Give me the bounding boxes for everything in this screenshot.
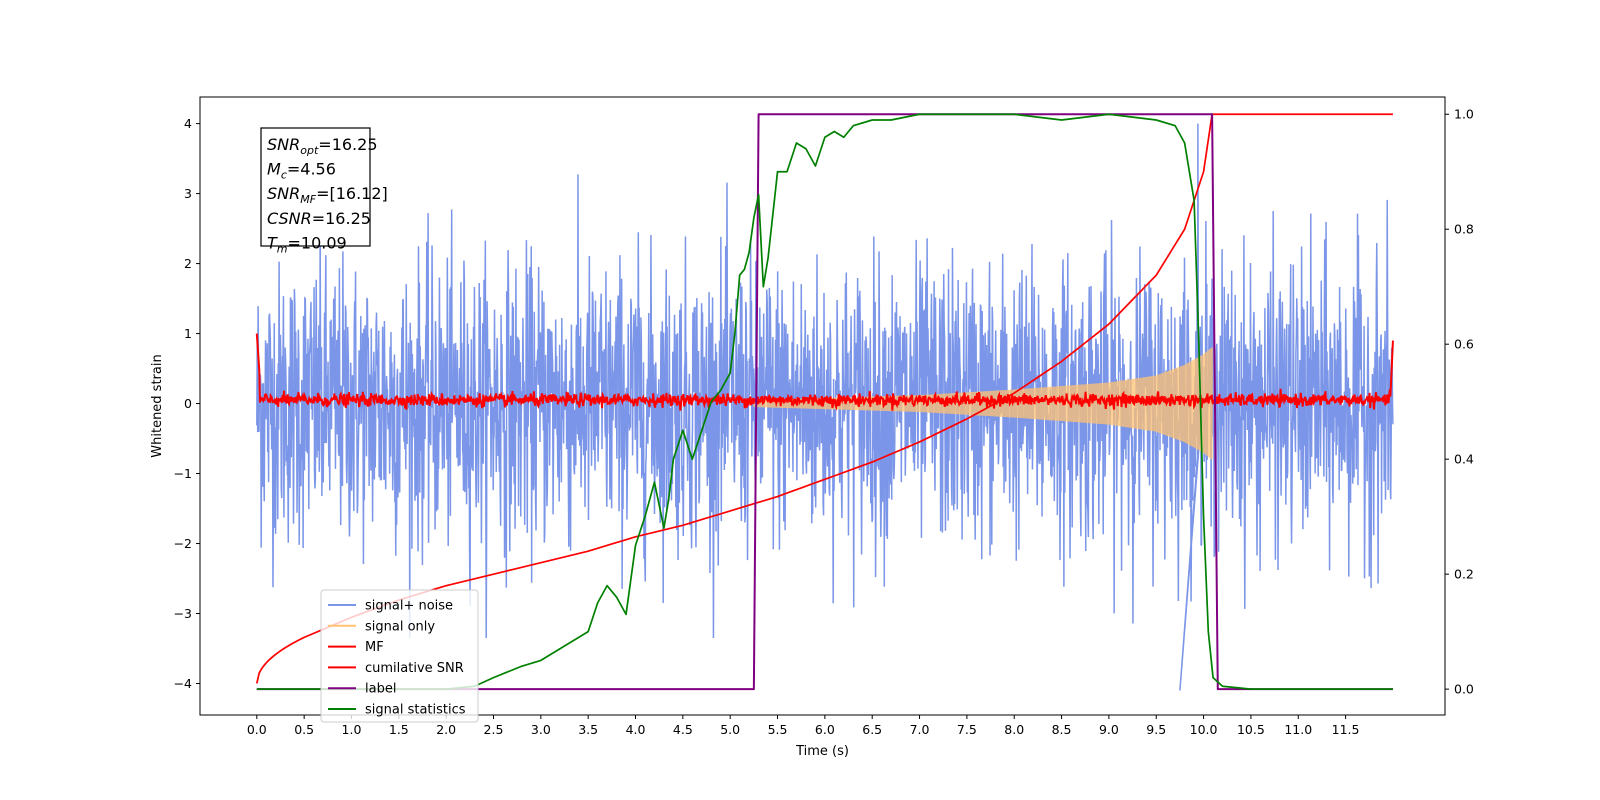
x-tick-label: 6.0 xyxy=(815,722,835,737)
x-tick-label: 7.5 xyxy=(957,722,977,737)
y-tick-label: 4 xyxy=(184,116,192,131)
legend-label: label xyxy=(365,682,396,697)
y-tick-label: −1 xyxy=(174,466,192,481)
plot-area xyxy=(255,113,1394,691)
y2-tick-label: 0.0 xyxy=(1454,682,1474,697)
x-tick-label: 10.5 xyxy=(1237,722,1265,737)
annotation-line: CSNR=16.25 xyxy=(267,209,371,228)
series-mf xyxy=(255,333,1394,411)
y-tick-label: −4 xyxy=(174,676,192,691)
x-tick-label: 3.5 xyxy=(578,722,598,737)
x-tick-label: 8.5 xyxy=(1052,722,1072,737)
x-tick-label: 3.0 xyxy=(531,722,551,737)
y-tick-label: −3 xyxy=(174,606,192,621)
x-tick-label: 0.0 xyxy=(247,722,267,737)
y-tick-label: 1 xyxy=(184,326,192,341)
y-axis-label: Whitened strain xyxy=(150,354,165,457)
y-tick-label: 3 xyxy=(184,186,192,201)
y2-tick-label: 0.2 xyxy=(1454,567,1474,582)
x-tick-label: 0.5 xyxy=(294,722,314,737)
x-tick-label: 2.5 xyxy=(484,722,504,737)
x-tick-label: 8.0 xyxy=(1004,722,1024,737)
legend-label: signal only xyxy=(365,619,435,634)
x-tick-label: 5.0 xyxy=(720,722,740,737)
x-tick-label: 7.0 xyxy=(910,722,930,737)
x-tick-label: 4.0 xyxy=(626,722,646,737)
legend-label: signal statistics xyxy=(365,703,466,718)
legend-label: MF xyxy=(365,640,384,655)
y2-tick-label: 0.4 xyxy=(1454,452,1474,467)
legend-frame xyxy=(320,589,479,723)
x-axis-label: Time (s) xyxy=(795,744,849,759)
y2-tick-label: 1.0 xyxy=(1454,107,1474,122)
x-tick-label: 11.0 xyxy=(1284,722,1312,737)
x-tick-label: 1.0 xyxy=(342,722,362,737)
legend: signal+ noise signal only MF cumilative SNR… xyxy=(320,589,479,723)
x-tick-label: 9.5 xyxy=(1146,722,1166,737)
x-tick-label: 4.5 xyxy=(673,722,693,737)
x-tick-label: 6.5 xyxy=(862,722,882,737)
y2-tick-label: 0.6 xyxy=(1454,337,1474,352)
annotation-line: Tm=10.09 xyxy=(267,233,347,255)
series-signal-only xyxy=(753,347,1213,460)
x-tick-label: 9.0 xyxy=(1099,722,1119,737)
x-tick-label: 11.5 xyxy=(1332,722,1360,737)
legend-label: signal+ noise xyxy=(365,599,453,614)
x-tick-label: 1.5 xyxy=(389,722,409,737)
x-tick-label: 10.0 xyxy=(1190,722,1218,737)
x-tick-label: 5.5 xyxy=(768,722,788,737)
axes: 0.0 0.5 1.0 1.5 2.0 2.5 3.0 3.5 4.0 4.5 5.0 5.5 6.0 6… xyxy=(174,107,1474,737)
annotation-line: SNRMF=[16.12] xyxy=(267,184,388,206)
y2-tick-label: 0.8 xyxy=(1454,222,1474,237)
y-tick-label: −2 xyxy=(174,536,192,551)
annotation-frame xyxy=(260,127,371,247)
y-tick-label: 0 xyxy=(184,396,192,411)
legend-label: cumilative SNR xyxy=(365,661,464,676)
series-cumulative-snr xyxy=(255,113,1393,684)
series-signal-statistics xyxy=(256,113,1393,690)
y-tick-label: 2 xyxy=(184,256,192,271)
annotation-line: SNRopt=16.25 xyxy=(267,135,378,157)
plot-frame xyxy=(199,96,1446,716)
x-tick-label: 2.0 xyxy=(436,722,456,737)
annotation-line: Mc=4.56 xyxy=(267,160,336,182)
